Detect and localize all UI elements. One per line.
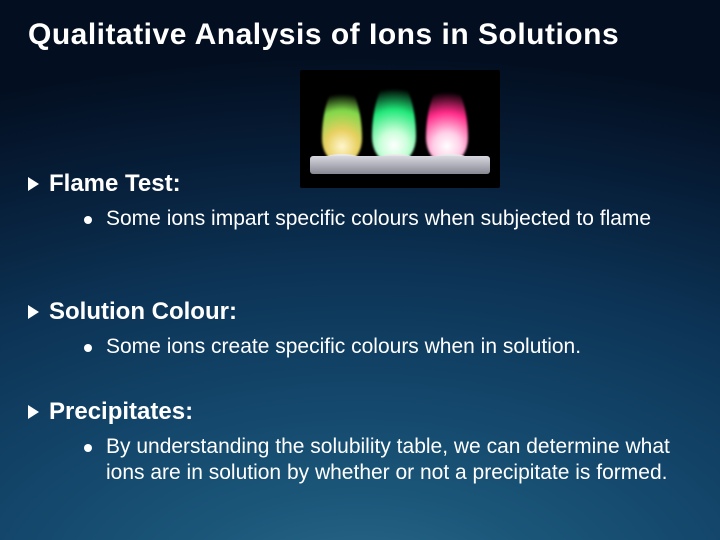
section-body: Some ions impart specific colours when s… [84, 206, 692, 232]
flame-pink [426, 82, 468, 162]
section-precipitates: Precipitates: By understanding the solub… [28, 398, 692, 487]
body-text: Some ions create specific colours when i… [106, 334, 692, 360]
page-title: Qualitative Analysis of Ions in Solution… [28, 18, 692, 52]
flame-yellow-green [322, 84, 362, 162]
dot-bullet-icon [84, 216, 92, 224]
section-body: Some ions create specific colours when i… [84, 334, 692, 360]
arrow-bullet-icon [28, 177, 39, 191]
heading-text: Solution Colour: [49, 298, 237, 326]
section-heading: Precipitates: [28, 398, 692, 426]
body-text: Some ions impart specific colours when s… [106, 206, 692, 232]
flame-green [372, 78, 416, 162]
section-heading: Flame Test: [28, 170, 692, 198]
section-heading: Solution Colour: [28, 298, 692, 326]
arrow-bullet-icon [28, 305, 39, 319]
section-flame-test: Flame Test: Some ions impart specific co… [28, 170, 692, 232]
slide: Qualitative Analysis of Ions in Solution… [0, 0, 720, 540]
dot-bullet-icon [84, 344, 92, 352]
arrow-bullet-icon [28, 405, 39, 419]
section-solution-colour: Solution Colour: Some ions create specif… [28, 298, 692, 360]
section-body: By understanding the solubility table, w… [84, 434, 692, 487]
heading-text: Precipitates: [49, 398, 193, 426]
heading-text: Flame Test: [49, 170, 181, 198]
dot-bullet-icon [84, 444, 92, 452]
body-text: By understanding the solubility table, w… [106, 434, 692, 487]
